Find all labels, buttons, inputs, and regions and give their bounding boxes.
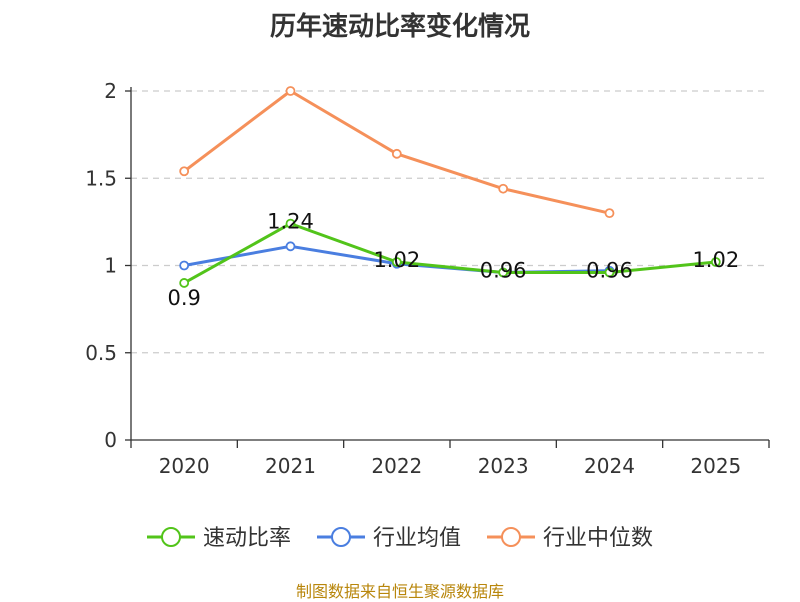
axes: 0 0.5 1 1.5 2 2020 2021 2022 2023 2024 2025	[85, 79, 770, 478]
y-tick-label: 1	[104, 254, 117, 278]
series	[179, 86, 721, 288]
data-labels: 0.9 1.24 1.02 0.96 0.96 1.02	[167, 210, 739, 310]
legend-swatch-marker	[161, 527, 181, 547]
legend-label: 速动比率	[203, 526, 291, 551]
data-point	[391, 148, 402, 159]
data-point	[604, 267, 615, 278]
data-label: 1.24	[267, 210, 314, 234]
data-label: 0.96	[586, 258, 633, 282]
data-point	[498, 183, 509, 194]
data-label: 0.96	[480, 258, 527, 282]
data-point	[498, 267, 509, 278]
y-tick-label: 0.5	[85, 341, 117, 365]
data-point	[179, 260, 190, 271]
data-source-note: 制图数据来自恒生聚源数据库	[295, 582, 504, 601]
legend: 速动比率 行业均值 行业中位数	[147, 526, 653, 551]
legend-label: 行业均值	[373, 526, 461, 551]
data-point	[604, 208, 615, 219]
x-tick-label: 2022	[371, 454, 422, 478]
data-label: 0.9	[167, 286, 200, 310]
x-tick-label: 2025	[690, 454, 741, 478]
x-tick-label: 2024	[584, 454, 635, 478]
data-point	[710, 257, 721, 267]
x-tick-label: 2021	[265, 454, 316, 478]
series-line	[183, 222, 716, 285]
y-tick-label: 2	[104, 79, 117, 103]
legend-label: 行业中位数	[543, 526, 653, 551]
data-label: 1.02	[692, 248, 739, 272]
data-point	[391, 257, 402, 267]
data-label: 1.02	[373, 248, 420, 272]
legend-swatch-marker	[501, 527, 521, 547]
y-tick-label: 1.5	[85, 166, 117, 190]
data-point	[285, 218, 296, 229]
x-tick-label: 2023	[478, 454, 529, 478]
x-tick-label: 2020	[159, 454, 210, 478]
data-point	[179, 278, 190, 288]
grid-lines	[131, 90, 769, 354]
y-tick-label: 0	[104, 428, 117, 452]
chart-title: 历年速动比率变化情况	[269, 12, 530, 42]
data-point	[285, 86, 296, 96]
data-point	[285, 241, 296, 252]
data-point	[179, 166, 190, 177]
legend-swatch-marker	[331, 527, 351, 547]
